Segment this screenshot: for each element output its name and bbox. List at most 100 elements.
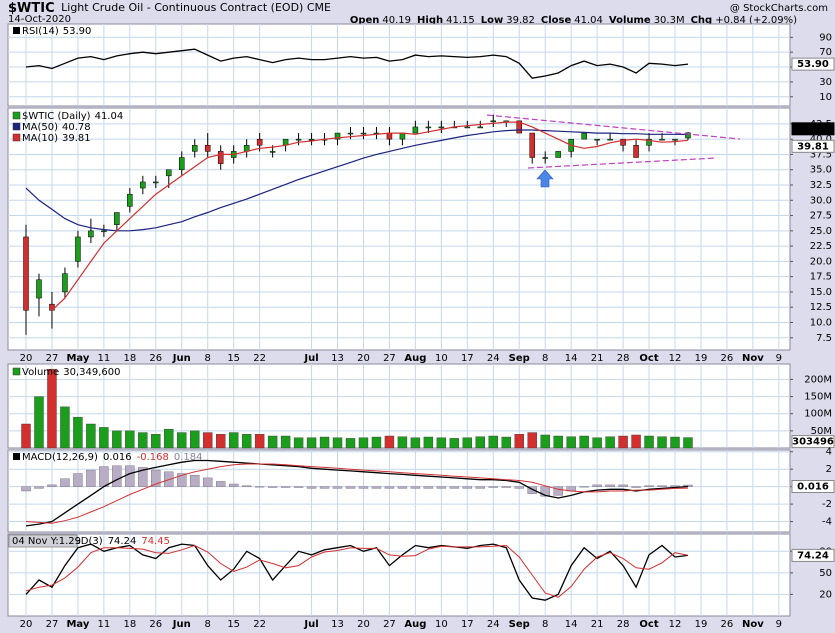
volume-bar [423, 436, 434, 449]
histogram-bar [436, 486, 447, 489]
volume-bar [215, 434, 226, 449]
tooltip-box [8, 534, 78, 548]
volume-bar [553, 435, 563, 449]
x-tick-label: 27 [46, 353, 59, 364]
y-tick-label: 4 [826, 447, 832, 458]
line [25, 459, 689, 527]
legend-entry: MA(50) 40.78 [22, 122, 91, 133]
x-tick-label: 20 [357, 619, 370, 630]
volume-bar [345, 438, 356, 449]
histogram-bar [34, 486, 44, 489]
histogram-bar [605, 484, 615, 487]
watermark: @ StockCharts.com [730, 3, 828, 14]
volume-bar [21, 423, 31, 449]
value-box [791, 57, 835, 71]
y-tick-label: 30.0 [810, 195, 832, 206]
legend-entry: Volume 30,349,600 [22, 367, 120, 378]
legend-name: MA(50) [22, 122, 58, 133]
legend-entry: MACD(12,26,9) 0.016 -0.168 0.184 [22, 452, 202, 463]
y-tick-label: 32.5 [810, 180, 832, 191]
legend-value: 41.04 [95, 111, 124, 122]
candle-body [75, 236, 81, 262]
volume-bar [631, 434, 641, 449]
candle-body [360, 132, 367, 135]
y-tick-label: 70 [819, 47, 832, 58]
histogram-bar [151, 469, 161, 487]
quote-label: Close [541, 15, 572, 26]
line [25, 463, 689, 524]
candle-body [425, 126, 432, 129]
histogram-bar [228, 483, 239, 487]
quote-line: Open 40.19 High 41.15 Low 39.82 Close 41.04 Volu… [350, 15, 797, 26]
value-box-label: 39.81 [797, 141, 829, 152]
volume-bar [60, 406, 70, 449]
x-tick-label: 27 [383, 619, 396, 630]
symbol: $WTIC [8, 1, 55, 16]
candle-body [516, 120, 522, 134]
x-tick-label: Jul [303, 353, 318, 364]
x-tick-label: 10 [435, 619, 448, 630]
histogram-bar [397, 486, 408, 489]
candle-body [269, 151, 276, 153]
quote-value: +0.84 (+2.09%) [715, 15, 797, 26]
volume-bar [436, 437, 447, 449]
histogram-bar [644, 485, 654, 487]
y-tick-label: 50 [819, 568, 832, 579]
candle-body [101, 230, 107, 233]
candle-body [114, 212, 120, 225]
legend-entry: $WTIC (Daily) 41.04 [22, 111, 123, 122]
x-tick-label: 27 [383, 353, 396, 364]
histogram-bar [527, 486, 537, 494]
x-tick-label: 22 [253, 353, 266, 364]
x-tick-label: 12 [669, 619, 682, 630]
x-tick-label: Oct [639, 619, 658, 630]
volume-bar [618, 435, 628, 449]
legend-value: 40.78 [62, 122, 91, 133]
line [25, 48, 689, 79]
x-tick-label: May [66, 353, 89, 364]
histogram-bar [73, 473, 83, 487]
histogram-bar [670, 485, 680, 487]
volume-bar [138, 432, 148, 449]
y-tick-label: 12.5 [810, 302, 832, 313]
volume-bar [579, 435, 589, 449]
value-box-label: 303496 [792, 437, 834, 448]
x-tick-label: 17 [461, 353, 474, 364]
legend-value: 39.81 [62, 133, 91, 144]
x-tick-label: 9 [776, 353, 782, 364]
x-tick-label: 13 [331, 619, 344, 630]
line [51, 121, 689, 311]
y-tick-label: 10.0 [810, 318, 832, 329]
y-tick-label: 200M [804, 374, 832, 385]
y-tick-label: 25.0 [810, 226, 832, 237]
histogram-bar [449, 486, 460, 489]
volume-bar [319, 436, 330, 449]
volume-bar [514, 434, 524, 449]
x-tick-label: 15 [227, 619, 240, 630]
legend-name: MA(10) [22, 133, 58, 144]
header-date: 14-Oct-2020 [8, 14, 71, 25]
x-tick-label: 8 [205, 353, 211, 364]
histogram-bar [371, 486, 382, 489]
histogram-bar [138, 467, 148, 487]
trendline [527, 157, 717, 169]
volume-bar [462, 437, 473, 449]
x-tick-label: 20 [20, 619, 33, 630]
candle-body [308, 138, 315, 141]
volume-bar [371, 436, 382, 449]
volume-bar [384, 435, 395, 449]
histogram-bar [215, 481, 226, 487]
legend-entry: MA(10) 39.81 [22, 133, 91, 144]
quote-value: 40.19 [382, 15, 411, 26]
value-box-label: 53.90 [797, 59, 829, 70]
y-tick-label: 150M [804, 392, 832, 403]
volume-bar [99, 427, 109, 449]
histogram-bar [553, 486, 563, 496]
quote-label: Chg [691, 15, 713, 26]
candle-body [685, 132, 691, 139]
panel [7, 107, 791, 351]
x-tick-label: 11 [98, 353, 111, 364]
histogram-bar [501, 486, 511, 488]
y-tick-label: 40.0 [810, 134, 832, 145]
